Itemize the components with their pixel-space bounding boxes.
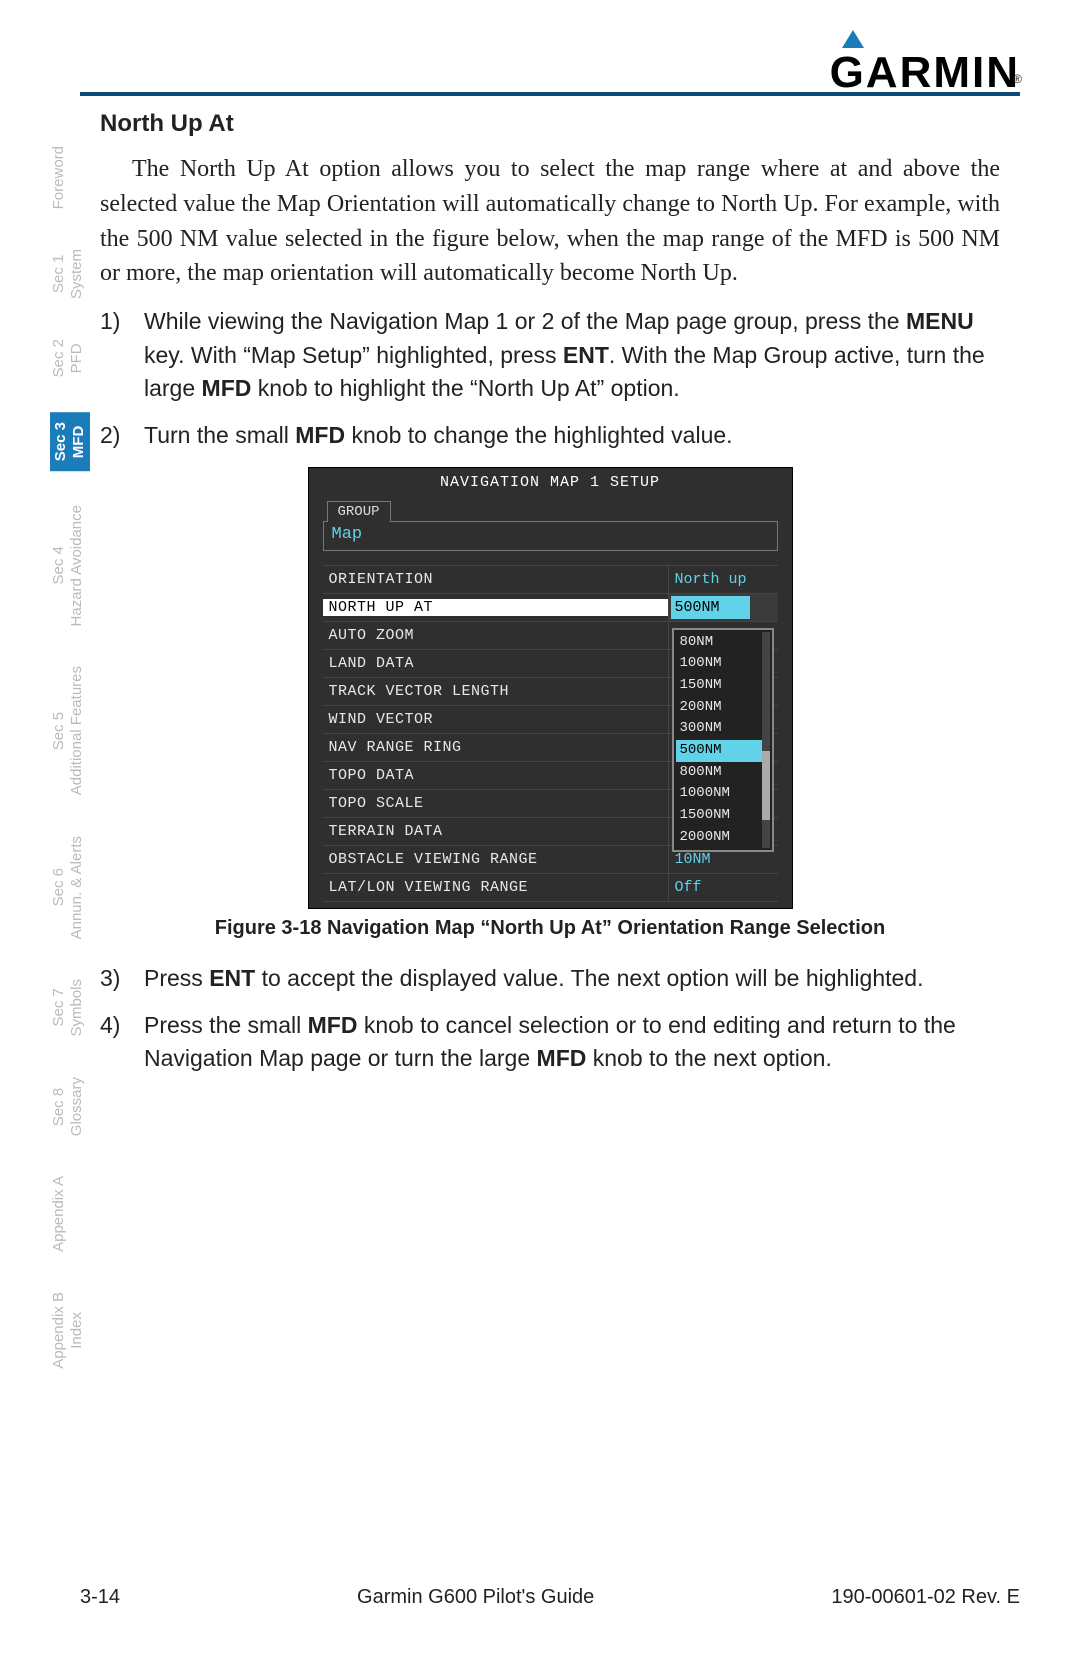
sidebar-tab: Sec 6Annun. & Alerts bbox=[50, 830, 86, 945]
mfd-row-label: NORTH UP AT bbox=[323, 599, 668, 616]
page-footer: 3-14 Garmin G600 Pilot's Guide 190-00601… bbox=[80, 1586, 1020, 1609]
step-number: 3) bbox=[100, 962, 144, 995]
dropdown-item: 150NM bbox=[676, 675, 770, 697]
mfd-row-label: TRACK VECTOR LENGTH bbox=[323, 683, 668, 700]
dropdown-item: 200NM bbox=[676, 697, 770, 719]
mfd-title: NAVIGATION MAP 1 SETUP bbox=[309, 468, 792, 501]
mfd-row: ORIENTATIONNorth up bbox=[323, 566, 778, 594]
step-number: 2) bbox=[100, 419, 144, 452]
dropdown-item: 800NM bbox=[676, 762, 770, 784]
mfd-screenshot: NAVIGATION MAP 1 SETUP GROUP Map ORIENTA… bbox=[308, 467, 793, 909]
mfd-row-label: ORIENTATION bbox=[323, 571, 668, 588]
dropdown-item: 500NM bbox=[676, 740, 770, 762]
dropdown-item: 300NM bbox=[676, 718, 770, 740]
mfd-row-value: 500NM bbox=[668, 594, 778, 621]
mfd-row-label: NAV RANGE RING bbox=[323, 739, 668, 756]
doc-title: Garmin G600 Pilot's Guide bbox=[357, 1586, 594, 1609]
dropdown-item: 1500NM bbox=[676, 805, 770, 827]
mfd-dropdown: 80NM100NM150NM200NM300NM500NM800NM1000NM… bbox=[672, 628, 774, 853]
dropdown-item: 80NM bbox=[676, 632, 770, 654]
dropdown-scrollbar bbox=[762, 632, 770, 849]
step-3: 3) Press ENT to accept the displayed val… bbox=[100, 962, 1000, 995]
page-number: 3-14 bbox=[80, 1586, 120, 1609]
mfd-row: NORTH UP AT500NM bbox=[323, 594, 778, 622]
mfd-group-value: Map bbox=[323, 521, 778, 551]
sidebar-tab: Appendix BIndex bbox=[50, 1286, 86, 1375]
mfd-row: LAT/LON VIEWING RANGEOff bbox=[323, 874, 778, 902]
mfd-row-label: LAT/LON VIEWING RANGE bbox=[323, 879, 668, 896]
sidebar-tab: Sec 5Additional Features bbox=[50, 660, 86, 801]
figure-caption: Figure 3-18 Navigation Map “North Up At”… bbox=[100, 917, 1000, 940]
mfd-row-label: WIND VECTOR bbox=[323, 711, 668, 728]
sidebar-tab: Appendix A bbox=[50, 1170, 68, 1258]
step-number: 1) bbox=[100, 305, 144, 405]
step-text: Press ENT to accept the displayed value.… bbox=[144, 962, 1000, 995]
mfd-row-label: LAND DATA bbox=[323, 655, 668, 672]
sidebar-tab: Sec 1System bbox=[50, 243, 86, 305]
garmin-logo: GARMIN ® bbox=[600, 30, 1020, 90]
dropdown-item: 100NM bbox=[676, 653, 770, 675]
registered-mark: ® bbox=[1013, 72, 1022, 86]
sidebar-tab: Sec 8Glossary bbox=[50, 1071, 86, 1142]
step-text: Press the small MFD knob to cancel selec… bbox=[144, 1009, 1000, 1076]
step-number: 4) bbox=[100, 1009, 144, 1076]
doc-revision: 190-00601-02 Rev. E bbox=[831, 1586, 1020, 1609]
sidebar-tab: Sec 3MFD bbox=[50, 412, 90, 471]
dropdown-item: 1000NM bbox=[676, 783, 770, 805]
step-1: 1) While viewing the Navigation Map 1 or… bbox=[100, 305, 1000, 405]
step-text: While viewing the Navigation Map 1 or 2 … bbox=[144, 305, 1000, 405]
sidebar-tab: Sec 4Hazard Avoidance bbox=[50, 499, 86, 632]
step-4: 4) Press the small MFD knob to cancel se… bbox=[100, 1009, 1000, 1076]
step-2: 2) Turn the small MFD knob to change the… bbox=[100, 419, 1000, 452]
sidebar-tab: Sec 7Symbols bbox=[50, 973, 86, 1043]
mfd-group-tab: GROUP bbox=[327, 501, 391, 522]
mfd-row-value: North up bbox=[668, 566, 778, 593]
intro-paragraph: The North Up At option allows you to sel… bbox=[100, 152, 1000, 291]
section-title: North Up At bbox=[100, 110, 1000, 138]
garmin-wordmark: GARMIN bbox=[830, 48, 1020, 98]
mfd-row-label: TERRAIN DATA bbox=[323, 823, 668, 840]
mfd-row-label: TOPO DATA bbox=[323, 767, 668, 784]
sidebar-tab: Sec 2PFD bbox=[50, 333, 86, 383]
mfd-row-label: OBSTACLE VIEWING RANGE bbox=[323, 851, 668, 868]
mfd-row-value: Off bbox=[668, 874, 778, 901]
dropdown-item: 2000NM bbox=[676, 827, 770, 849]
sidebar-tabs: Foreword Sec 1System Sec 2PFD Sec 3MFD Sec 4… bbox=[50, 140, 90, 1402]
mfd-row-label: TOPO SCALE bbox=[323, 795, 668, 812]
garmin-triangle-icon bbox=[842, 30, 864, 48]
sidebar-tab: Foreword bbox=[50, 140, 68, 215]
mfd-row-label: AUTO ZOOM bbox=[323, 627, 668, 644]
step-text: Turn the small MFD knob to change the hi… bbox=[144, 419, 1000, 452]
